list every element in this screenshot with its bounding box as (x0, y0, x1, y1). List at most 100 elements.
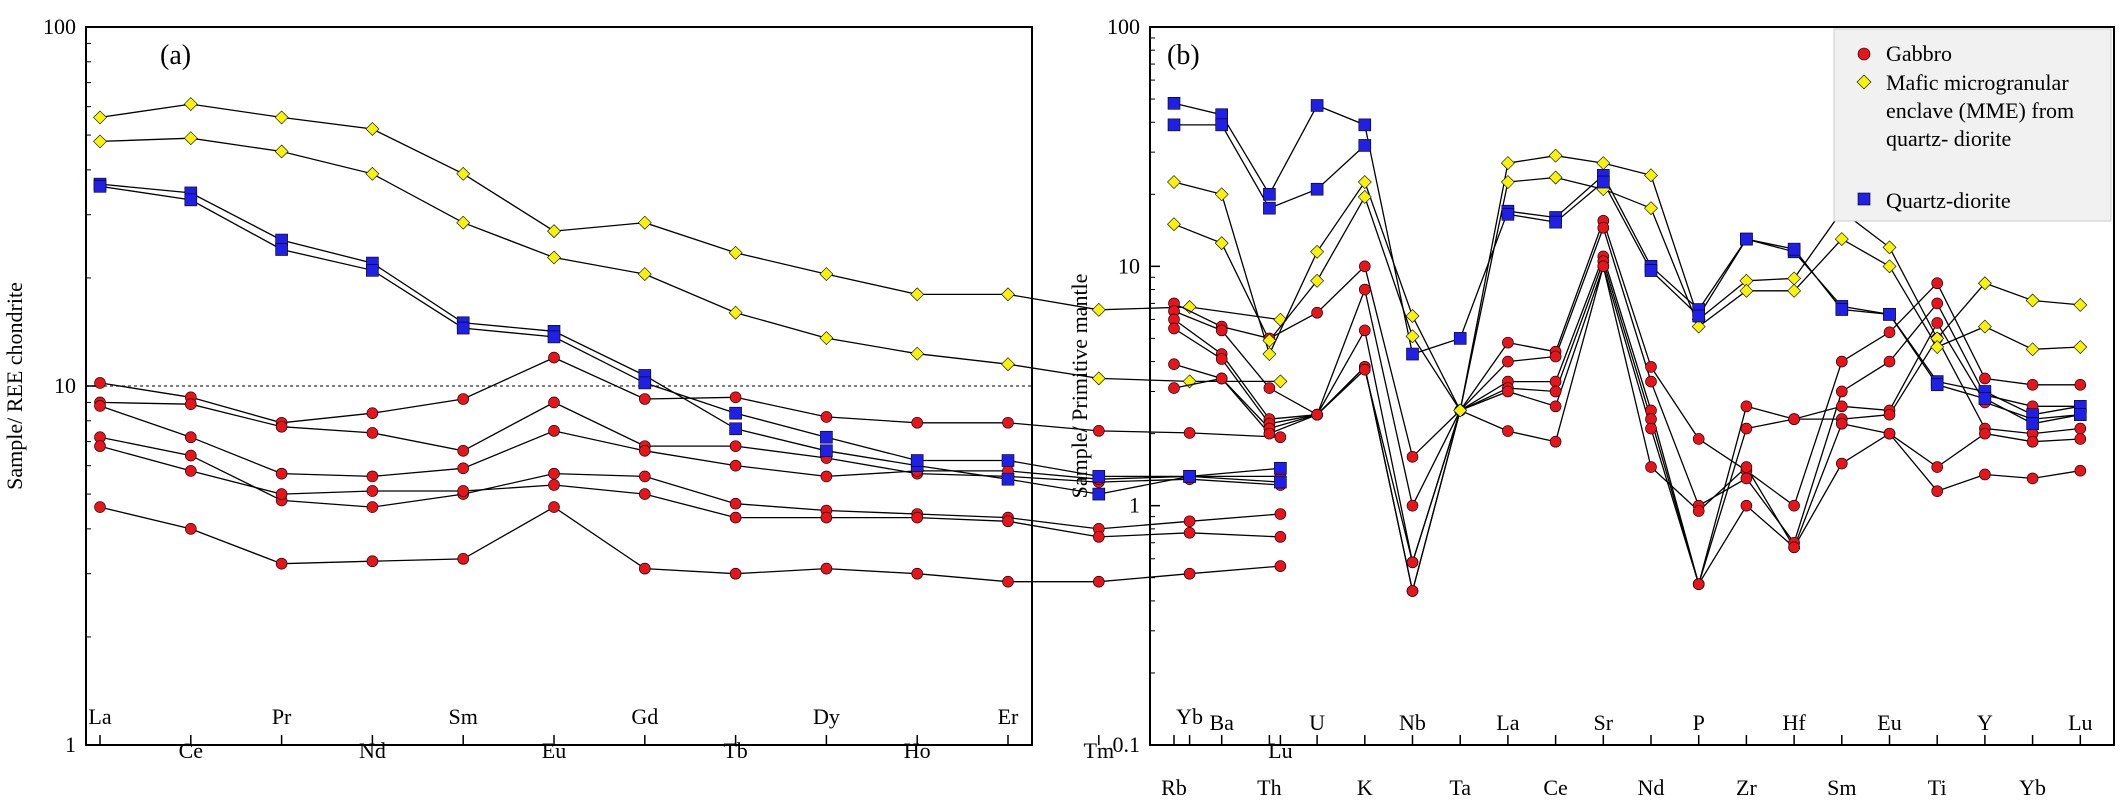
gabbro-data-point (729, 459, 742, 472)
gabbro-data-point (1274, 508, 1287, 520)
gabbro-series-line (99, 506, 1281, 583)
gabbro-data-point (1645, 361, 1657, 373)
gabbro-data-point (1788, 541, 1800, 554)
mme-data-point (1182, 300, 1197, 314)
gabbro-data-point (1692, 578, 1705, 590)
gabbro-data-point (457, 444, 470, 457)
qd-data-point (1092, 487, 1106, 501)
x-tick-label: Ce (1543, 775, 1567, 800)
qd-data-point (638, 376, 652, 390)
qd-data-point (729, 422, 742, 436)
mme-data-point (365, 166, 380, 181)
gabbro-data-point (1931, 277, 1943, 290)
qd-data-point (820, 444, 833, 458)
gabbro-data-point (185, 431, 197, 444)
qd-data-point (820, 430, 833, 444)
gabbro-data-point (457, 485, 470, 497)
mme-data-point (1405, 309, 1420, 323)
mme-data-point (728, 245, 743, 260)
gabbro-data-point (1597, 221, 1610, 234)
mme-data-point (1977, 319, 1992, 334)
gabbro-data-point (638, 393, 651, 405)
gabbro-data-point (1740, 400, 1753, 413)
qd-data-point (1167, 118, 1181, 132)
x-tick-label: Sm (1827, 775, 1856, 800)
gabbro-data-point (185, 449, 197, 462)
gabbro-data-point (1692, 505, 1705, 517)
x-tick-label: Ho (904, 738, 931, 763)
gabbro-data-point (1311, 408, 1323, 421)
mme-data-point (1262, 333, 1277, 348)
gabbro-data-point (1836, 417, 1848, 430)
gabbro-data-point (1168, 358, 1180, 371)
gabbro-data-point (366, 470, 379, 483)
qd-data-point (366, 264, 379, 277)
x-tick-label: Ta (1449, 775, 1471, 800)
gabbro-data-point (1093, 531, 1105, 543)
mme-series-line (99, 103, 1281, 321)
mme-data-point (1357, 189, 1372, 204)
gabbro-data-point (1549, 350, 1562, 363)
gabbro-data-point (1549, 400, 1562, 413)
gabbro-data-point (94, 440, 106, 452)
gabbro-data-point (185, 398, 197, 410)
panel-b: (b) Sample/ Primitive mantle Rb Ba Th U K Nb T… (1067, 14, 2115, 800)
gabbro-data-point (1215, 324, 1228, 337)
mme-data-point (1091, 371, 1106, 386)
mme-data-point (93, 134, 107, 149)
gabbro-data-point (1183, 427, 1196, 439)
mme-data-point (1882, 240, 1897, 255)
gabbro-data-point (1836, 385, 1848, 398)
mme-data-point (1214, 236, 1229, 251)
mme-data-point (183, 131, 198, 146)
x-tick-label: Eu (542, 738, 566, 763)
gabbro-data-point (457, 553, 470, 565)
mme-data-point (1596, 156, 1611, 171)
mme-data-point (365, 122, 380, 136)
qd-data-point (547, 330, 561, 344)
gabbro-data-point (1883, 427, 1896, 440)
gabbro-data-point (820, 411, 833, 423)
gabbro-data-point (1549, 385, 1562, 398)
panel-b-legend: Gabbro Mafic microgranular enclave (MME)… (1833, 28, 2112, 222)
gabbro-data-point (638, 488, 651, 500)
gabbro-data-point (1740, 499, 1753, 512)
gabbro-data-point (1183, 527, 1196, 539)
gabbro-series-line (99, 436, 1281, 530)
gabbro-data-point (1931, 297, 1943, 310)
qd-data-point (2026, 417, 2039, 431)
gabbro-data-point (820, 470, 833, 483)
x-tick-label: Rb (1161, 775, 1187, 800)
qd-data-point (1406, 347, 1419, 361)
mme-series-line (1173, 155, 2081, 413)
gabbro-data-point (1406, 585, 1419, 597)
gabbro-data-point (94, 400, 106, 412)
gabbro-series-line (99, 401, 1281, 486)
gabbro-data-point (1788, 499, 1800, 512)
gabbro-data-point (1002, 515, 1014, 528)
y-tick-label: 1 (65, 732, 76, 757)
gabbro-data-point (275, 420, 288, 433)
gabbro-data-point (729, 567, 742, 580)
mme-data-point (1405, 329, 1420, 344)
gabbro-data-point (1645, 422, 1657, 435)
mme-data-point (819, 267, 834, 282)
gabbro-data-point (366, 427, 379, 439)
gabbro-data-point (1883, 408, 1896, 421)
gabbro-data-point (729, 511, 742, 524)
qd-series-line (99, 183, 1281, 495)
gabbro-data-point (1359, 324, 1371, 337)
gabbro-data-point (548, 501, 560, 513)
gabbro-data-point (457, 462, 470, 475)
x-tick-label: Nd (359, 738, 386, 763)
panel-b-y-axis-label: Sample/ Primitive mantle (1067, 274, 1092, 499)
qd-data-point (1549, 215, 1562, 229)
mme-data-point (1262, 347, 1277, 361)
mme-data-point (2025, 342, 2040, 357)
gabbro-data-point (638, 562, 651, 575)
gabbro-data-point (1549, 375, 1562, 388)
qd-data-point (910, 454, 924, 467)
gabbro-data-point (729, 391, 742, 404)
gabbro-data-point (820, 511, 833, 524)
